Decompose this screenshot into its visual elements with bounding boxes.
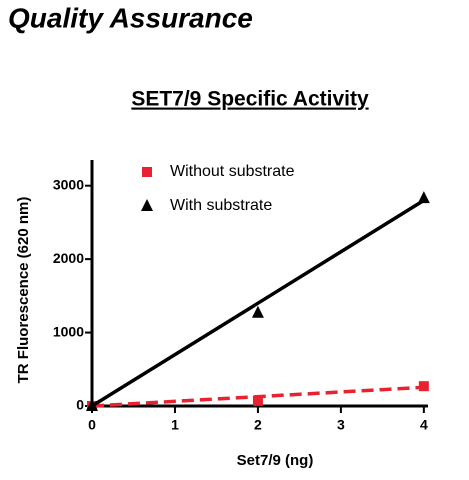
marker [86,399,98,411]
y-tick-label: 2000 [53,250,84,266]
y-tick-label: 0 [76,397,84,413]
fit-line [91,198,425,408]
x-tick-label: 2 [254,417,262,433]
x-tick-label: 1 [171,417,179,433]
legend-marker [141,199,153,211]
x-tick-label: 0 [88,417,96,433]
x-tick-label: 3 [337,417,345,433]
marker [251,305,264,318]
marker [418,381,429,392]
legend-marker [142,167,152,177]
y-axis-label: TR Fluorescence (620 nm) [15,197,32,384]
x-tick-label: 4 [420,417,428,433]
marker [252,395,263,406]
marker [417,191,430,204]
y-tick-label: 1000 [53,323,84,339]
legend-label: Without substrate [170,163,295,180]
page-title: Quality Assurance [8,2,253,33]
y-tick-label: 3000 [53,176,84,192]
x-axis-label: Set7/9 (ng) [237,452,314,469]
legend-label: With substrate [170,197,272,214]
chart-title: SET7/9 Specific Activity [131,88,369,111]
